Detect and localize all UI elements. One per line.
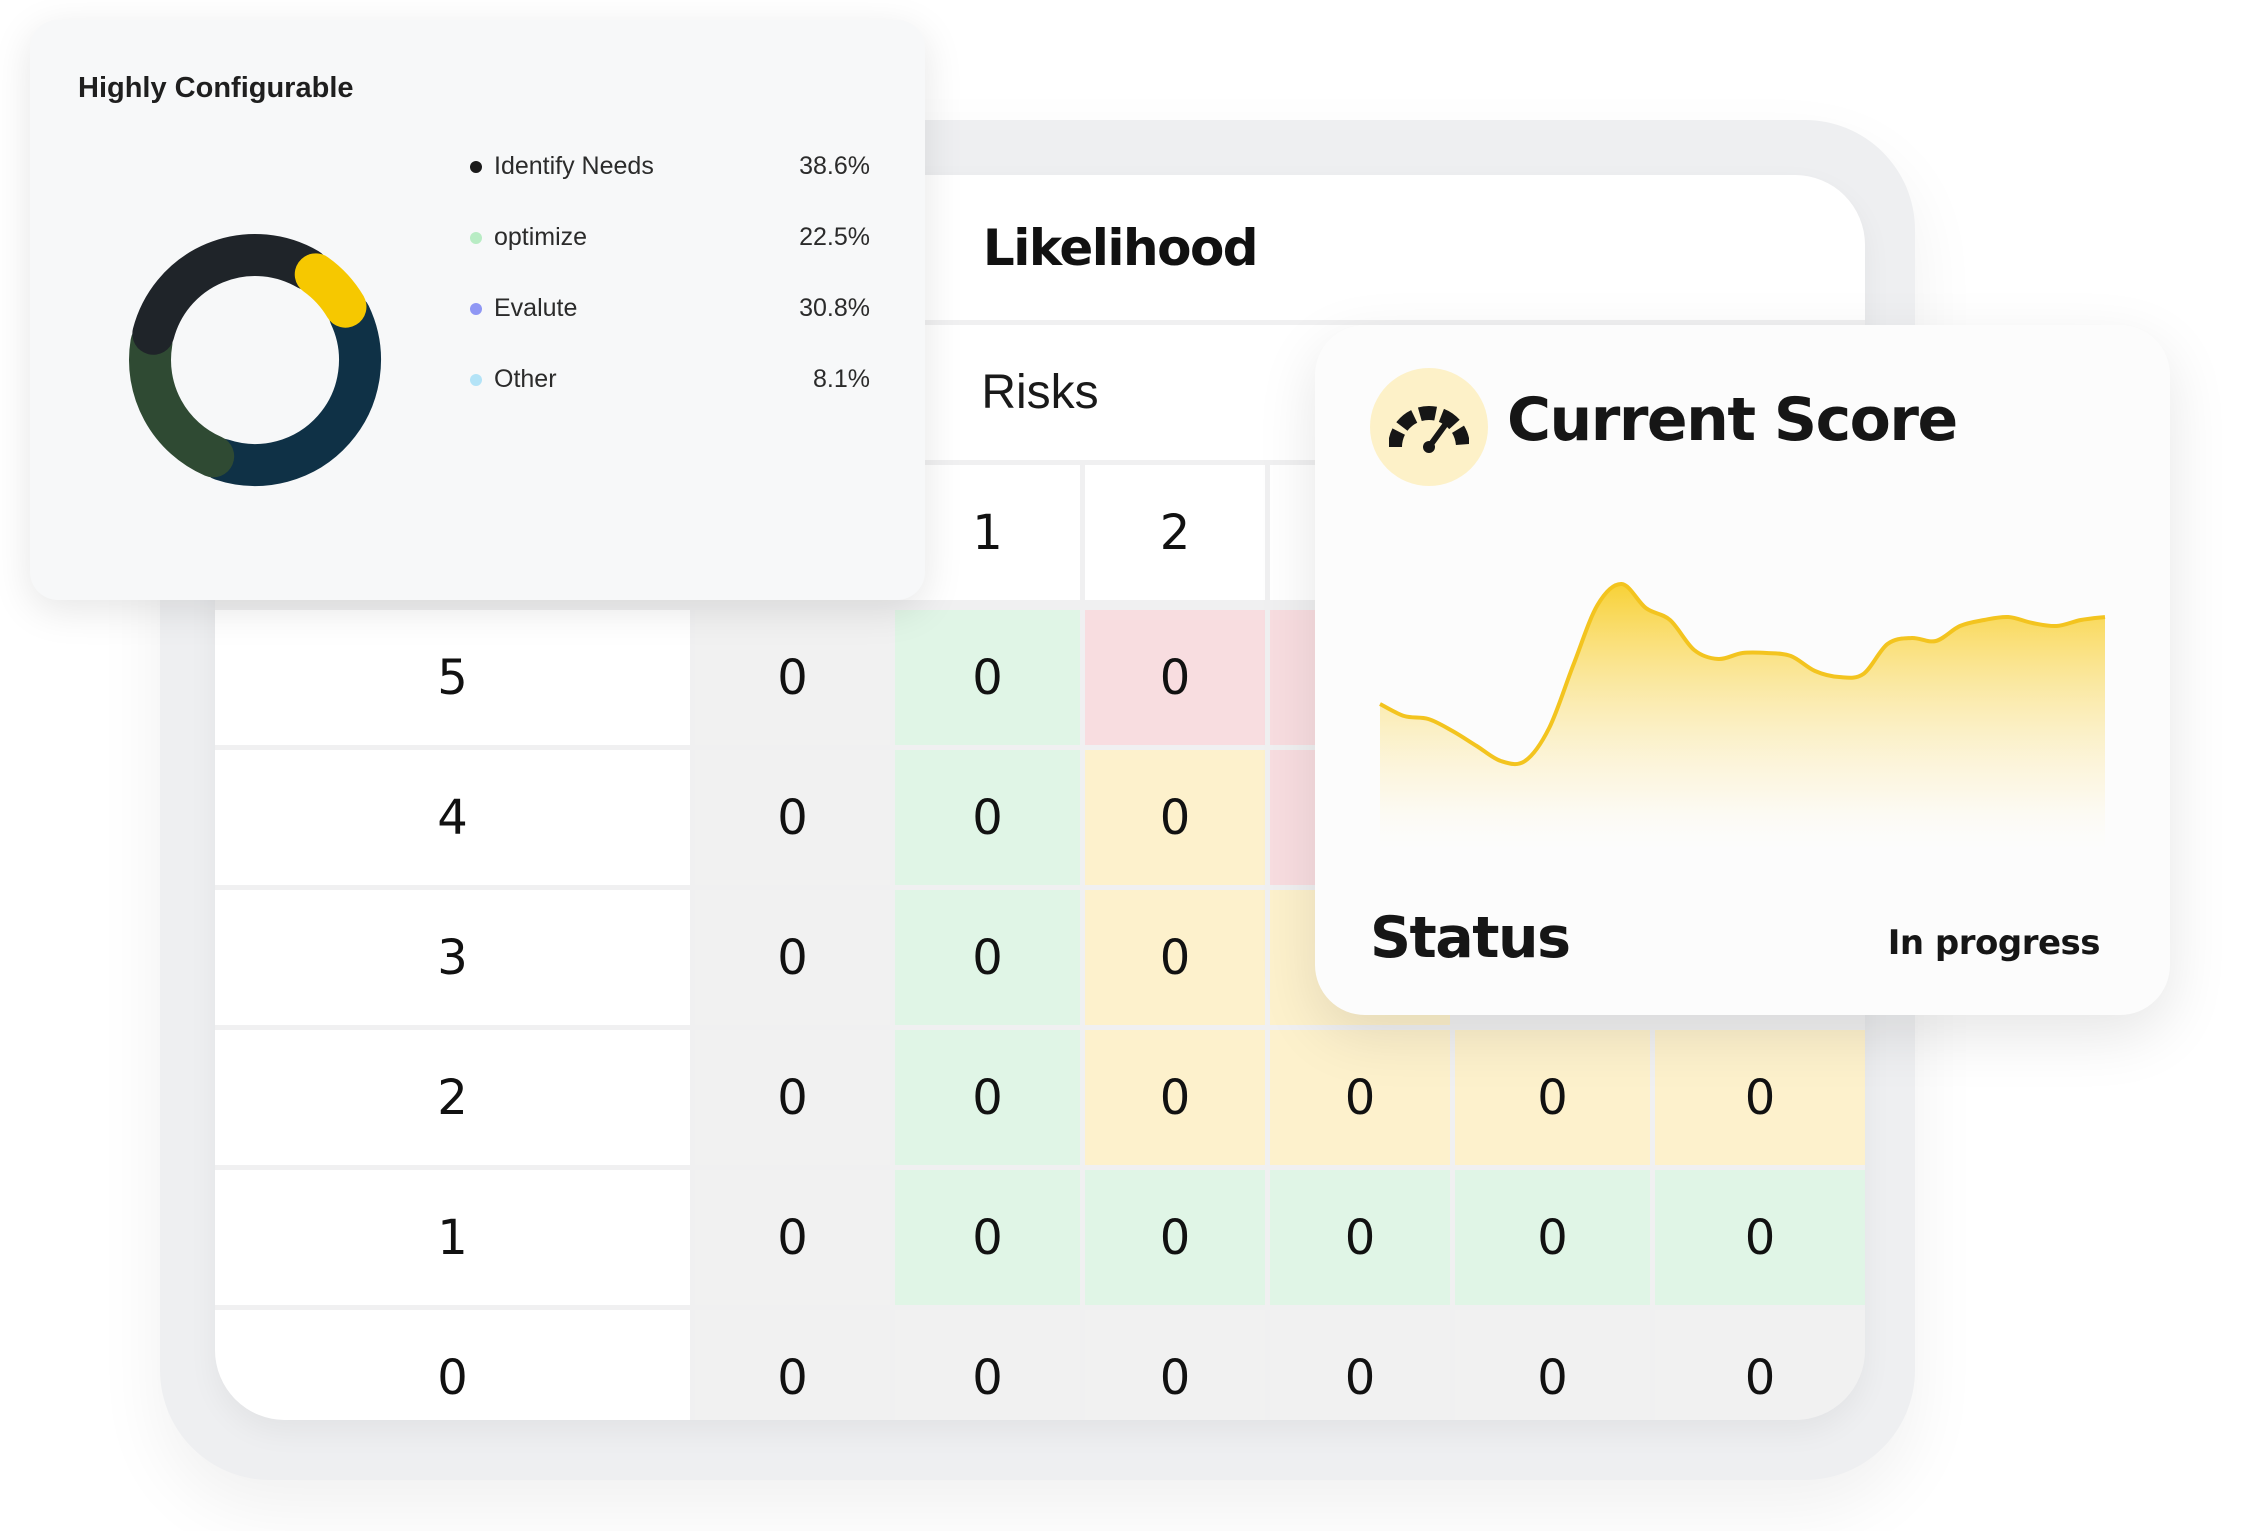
- risks-title: Risks: [981, 366, 1099, 419]
- matrix-cell: 0: [895, 890, 1080, 1025]
- donut-card: Highly Configurable Identify Needs 38.6% o…: [30, 20, 925, 600]
- matrix-cell: 0: [695, 1310, 890, 1420]
- matrix-cell: 0: [695, 890, 890, 1025]
- current-score-card: Current Score Status In progress: [1315, 325, 2170, 1015]
- matrix-cell: 0: [695, 1030, 890, 1165]
- column-header: 2: [1085, 465, 1265, 600]
- legend-label: Evalute: [494, 294, 578, 322]
- area-line: [1379, 582, 2106, 767]
- donut-segment: [294, 253, 367, 328]
- matrix-cell: 0: [695, 1170, 890, 1305]
- legend-item: Evalute 30.8%: [470, 290, 870, 330]
- matrix-cell: 0: [895, 1030, 1080, 1165]
- legend-item: Identify Needs 38.6%: [470, 148, 870, 188]
- matrix-cell: 0: [695, 750, 890, 885]
- donut-chart: [129, 234, 381, 486]
- matrix-cell: 0: [895, 610, 1080, 745]
- row-label: 5: [215, 610, 690, 745]
- matrix-cell: 0: [1455, 1030, 1650, 1165]
- speedometer-icon: [1389, 406, 1469, 453]
- legend-item: Other 8.1%: [470, 361, 870, 401]
- legend-dot-icon: [470, 161, 482, 173]
- legend-value: 38.6%: [799, 152, 870, 180]
- matrix-cell: 0: [1455, 1170, 1650, 1305]
- legend-label: Other: [494, 365, 557, 393]
- legend-value: 30.8%: [799, 294, 870, 322]
- area-fill: [1380, 583, 2105, 860]
- legend-label: Identify Needs: [494, 152, 654, 180]
- matrix-cell: 0: [1655, 1030, 1865, 1165]
- row-label: 0: [215, 1310, 690, 1420]
- legend-dot-icon: [470, 374, 482, 386]
- score-area-chart: [1379, 582, 2106, 860]
- matrix-cell: 0: [1085, 1170, 1265, 1305]
- current-score-title: Current Score: [1507, 385, 1958, 455]
- matrix-cell: 0: [895, 1170, 1080, 1305]
- donut-card-title: Highly Configurable: [78, 72, 354, 104]
- matrix-cell: 0: [1455, 1310, 1650, 1420]
- legend-item: optimize 22.5%: [470, 219, 870, 259]
- status-label: Status: [1370, 905, 1571, 971]
- likelihood-title: Likelihood: [982, 218, 1259, 277]
- donut-segment: [132, 234, 330, 355]
- donut-segment: [129, 321, 235, 478]
- matrix-cell: 0: [1085, 750, 1265, 885]
- status-value: In progress: [1887, 923, 2101, 963]
- matrix-cell: 0: [1270, 1030, 1450, 1165]
- matrix-cell: 0: [1085, 890, 1265, 1025]
- matrix-cell: 0: [1270, 1310, 1450, 1420]
- matrix-cell: 0: [1270, 1170, 1450, 1305]
- legend-dot-icon: [470, 232, 482, 244]
- matrix-cell: 0: [1085, 1310, 1265, 1420]
- row-label: 4: [215, 750, 690, 885]
- legend-dot-icon: [470, 303, 482, 315]
- matrix-cell: 0: [695, 610, 890, 745]
- matrix-cell: 0: [1655, 1310, 1865, 1420]
- row-label: 1: [215, 1170, 690, 1305]
- speedometer-badge: [1370, 368, 1488, 486]
- matrix-cell: 0: [1085, 610, 1265, 745]
- row-label: 2: [215, 1030, 690, 1165]
- matrix-cell: 0: [895, 1310, 1080, 1420]
- matrix-cell: 0: [1085, 1030, 1265, 1165]
- donut-segment: [200, 293, 381, 486]
- row-label: 3: [215, 890, 690, 1025]
- legend-label: optimize: [494, 223, 588, 251]
- legend-value: 8.1%: [813, 365, 870, 393]
- column-header: 1: [895, 465, 1080, 600]
- matrix-cell: 0: [895, 750, 1080, 885]
- matrix-cell: 0: [1655, 1170, 1865, 1305]
- legend-value: 22.5%: [799, 223, 870, 251]
